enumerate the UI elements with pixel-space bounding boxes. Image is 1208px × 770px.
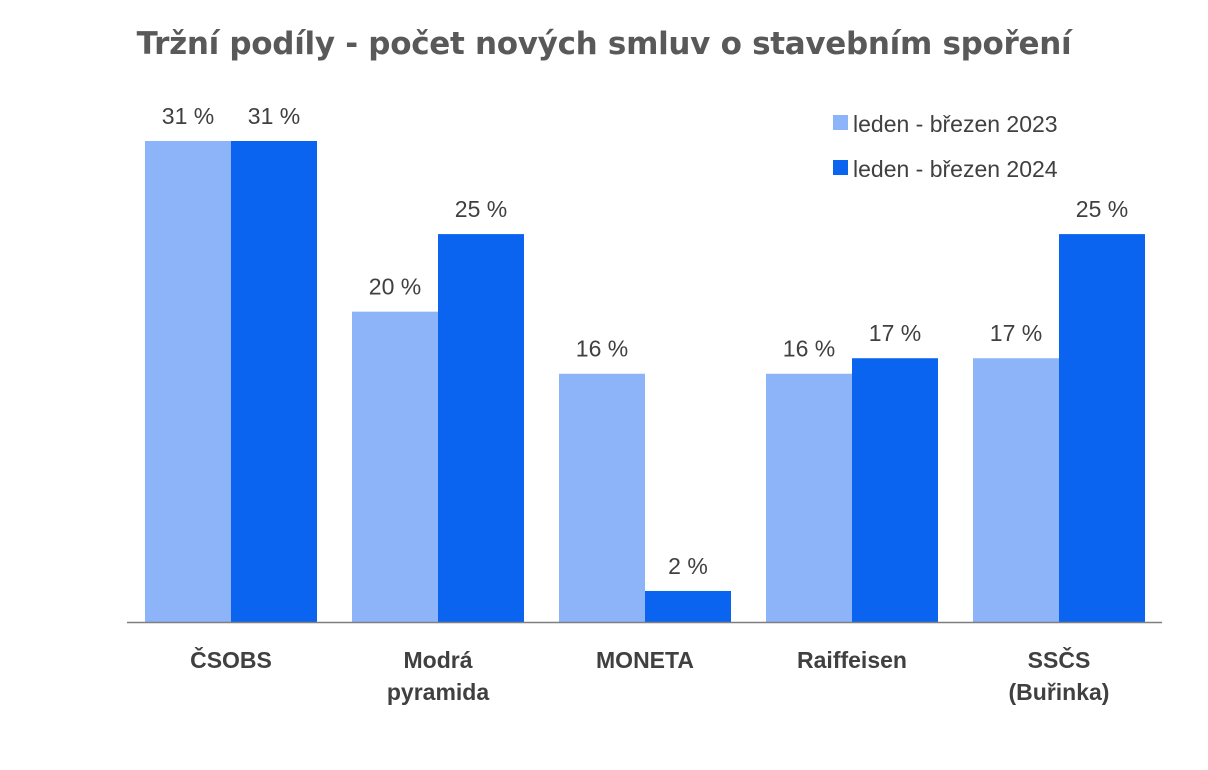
bar	[438, 234, 524, 622]
category-label: MONETA	[596, 647, 694, 673]
data-label: 31 %	[162, 103, 214, 129]
data-label: 2 %	[668, 553, 708, 579]
category-label: pyramida	[387, 679, 489, 705]
legend-swatch	[833, 160, 848, 175]
bar	[645, 590, 731, 622]
category-label: ČSOBS	[190, 646, 272, 673]
bar	[766, 373, 852, 622]
legend-label: leden - březen 2023	[853, 111, 1058, 137]
data-label: 31 %	[248, 103, 300, 129]
data-label: 20 %	[369, 274, 421, 300]
bar	[1059, 234, 1145, 622]
data-label: 17 %	[990, 320, 1042, 346]
bar	[852, 358, 938, 622]
data-label: 16 %	[576, 336, 628, 362]
data-label: 16 %	[783, 336, 835, 362]
data-label: 25 %	[455, 196, 507, 222]
bar	[973, 358, 1059, 622]
bar	[352, 311, 438, 622]
legend-swatch	[833, 115, 848, 130]
category-label: (Buřinka)	[1009, 679, 1110, 705]
category-label: Modrá	[404, 647, 473, 673]
category-label: SSČS	[1028, 646, 1091, 673]
category-label: Raiffeisen	[797, 647, 907, 673]
bar	[231, 141, 317, 622]
legend-label: leden - březen 2024	[853, 156, 1058, 182]
data-label: 17 %	[869, 320, 921, 346]
chart-title: Tržní podíly - počet nových smluv o stav…	[136, 26, 1072, 62]
data-label: 25 %	[1076, 196, 1128, 222]
bar	[145, 141, 231, 622]
bar	[559, 373, 645, 622]
